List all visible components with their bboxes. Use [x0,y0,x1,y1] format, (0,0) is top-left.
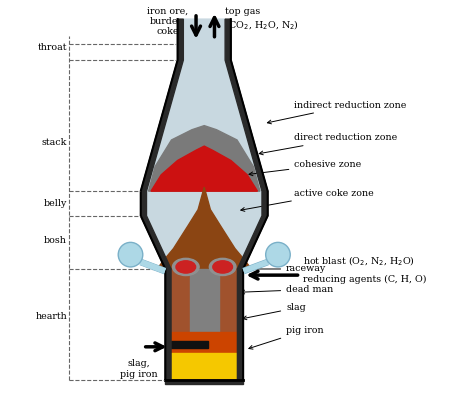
Text: reducing agents (C, H, O): reducing agents (C, H, O) [302,275,426,284]
Ellipse shape [210,259,236,275]
Polygon shape [190,269,219,355]
Text: raceway: raceway [241,265,327,273]
Polygon shape [165,380,243,384]
Polygon shape [151,146,257,191]
Text: hot blast (O$_2$, N$_2$, H$_2$O): hot blast (O$_2$, N$_2$, H$_2$O) [302,254,414,267]
Polygon shape [171,353,237,378]
Ellipse shape [213,261,232,273]
Text: belly: belly [44,199,67,208]
Text: indirect reduction zone: indirect reduction zone [267,101,407,124]
Text: slag: slag [243,303,306,320]
Polygon shape [146,19,262,380]
Text: stack: stack [42,138,67,146]
Text: iron ore,
burden
coke: iron ore, burden coke [147,6,188,36]
Polygon shape [157,187,251,269]
Text: cohesive zone: cohesive zone [249,160,362,176]
Ellipse shape [173,259,199,275]
Polygon shape [148,126,260,191]
Polygon shape [171,342,209,348]
Polygon shape [171,269,237,380]
Text: top gas
(CO$_2$, H$_2$O, N$_2$): top gas (CO$_2$, H$_2$O, N$_2$) [225,7,299,31]
Text: hearth: hearth [35,312,67,321]
Polygon shape [141,19,183,380]
Circle shape [118,242,143,267]
Text: throat: throat [37,43,67,52]
Text: dead man: dead man [241,285,333,294]
Text: bosh: bosh [44,236,67,245]
Polygon shape [225,19,268,380]
Text: slag,
pig iron: slag, pig iron [120,359,157,379]
Circle shape [265,242,290,267]
Text: direct reduction zone: direct reduction zone [259,134,398,155]
Text: pig iron: pig iron [249,326,324,349]
Text: active coke zone: active coke zone [241,189,374,211]
Ellipse shape [176,261,196,273]
Polygon shape [171,332,237,353]
